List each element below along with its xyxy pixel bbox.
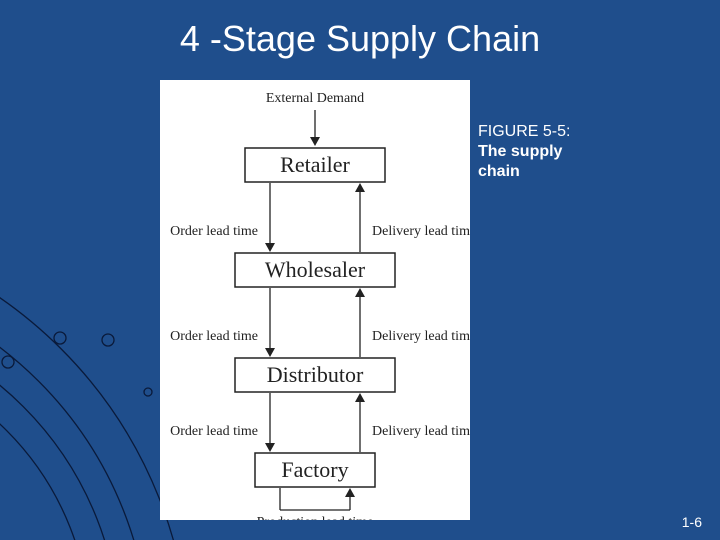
supply-chain-diagram: External Demand Retailer Wholesaler Distrib…: [160, 80, 470, 520]
svg-text:Order lead time: Order lead time: [170, 424, 258, 439]
svg-text:Distributor: Distributor: [267, 362, 364, 387]
page-number: 1-6: [682, 514, 702, 530]
caption-line-3: chain: [478, 162, 570, 182]
page-title: 4 -Stage Supply Chain: [0, 18, 720, 60]
svg-text:Wholesaler: Wholesaler: [265, 257, 366, 282]
figure-caption: FIGURE 5-5: The supply chain: [478, 122, 570, 182]
svg-text:External Demand: External Demand: [266, 91, 364, 106]
caption-line-2: The supply: [478, 142, 570, 162]
svg-text:Retailer: Retailer: [280, 152, 350, 177]
slide: 4 -Stage Supply Chain External Demand Ret…: [0, 0, 720, 540]
svg-text:Factory: Factory: [281, 457, 348, 482]
caption-line-1: FIGURE 5-5:: [478, 122, 570, 142]
svg-text:Order lead time: Order lead time: [170, 224, 258, 239]
svg-text:Delivery lead time: Delivery lead time: [372, 224, 470, 239]
svg-text:Delivery lead time: Delivery lead time: [372, 424, 470, 439]
svg-text:Production lead time: Production lead time: [257, 515, 374, 520]
svg-text:Delivery lead time: Delivery lead time: [372, 329, 470, 344]
svg-text:Order lead time: Order lead time: [170, 329, 258, 344]
